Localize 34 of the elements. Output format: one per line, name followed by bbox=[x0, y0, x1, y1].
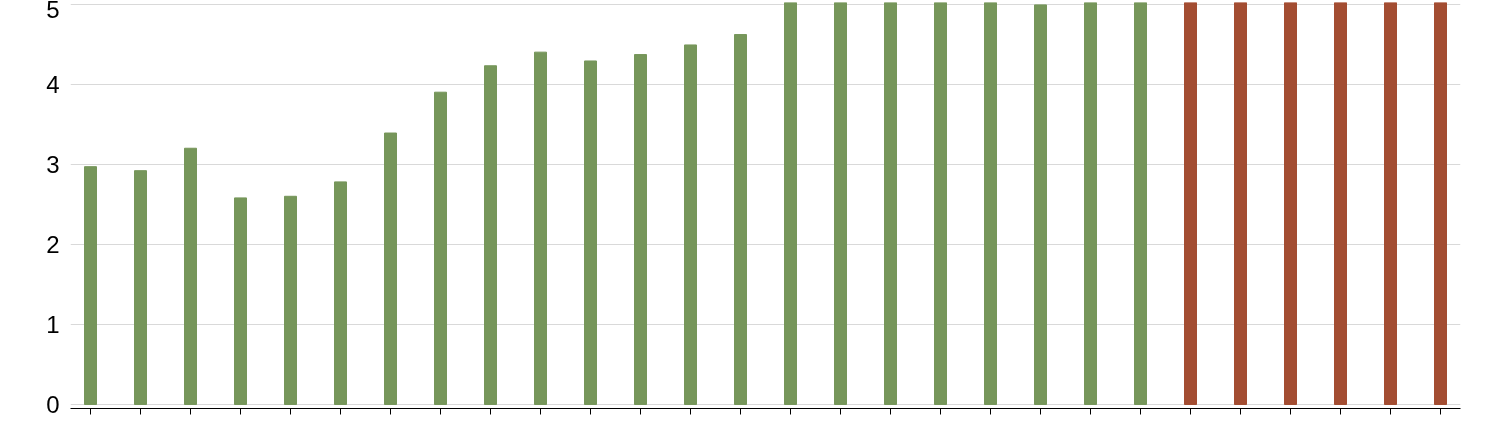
bar bbox=[1284, 2, 1297, 405]
y-tick-label: 5 bbox=[46, 0, 60, 23]
bar bbox=[934, 2, 947, 405]
bar bbox=[584, 60, 597, 405]
y-tick-label: 0 bbox=[46, 391, 60, 418]
bar bbox=[434, 91, 447, 405]
y-tick-label: 3 bbox=[46, 150, 60, 178]
bar bbox=[484, 65, 497, 405]
bar bbox=[734, 34, 747, 405]
bar bbox=[1034, 4, 1047, 405]
bar bbox=[384, 132, 397, 405]
bar bbox=[1184, 2, 1197, 405]
bar bbox=[1334, 2, 1347, 405]
y-tick-label: 2 bbox=[46, 230, 60, 258]
bar bbox=[684, 44, 697, 405]
y-tick-label: 1 bbox=[46, 310, 60, 338]
bar bbox=[134, 170, 147, 405]
bar bbox=[334, 181, 347, 405]
bar bbox=[1234, 2, 1247, 405]
bar bbox=[784, 2, 797, 405]
bar bbox=[884, 2, 897, 405]
bar bbox=[184, 147, 197, 405]
bar bbox=[1084, 2, 1097, 405]
bar bbox=[1434, 2, 1447, 405]
bar bbox=[984, 2, 997, 405]
y-tick-label: 4 bbox=[46, 70, 60, 98]
bar bbox=[834, 2, 847, 405]
bar bbox=[534, 51, 547, 405]
bar bbox=[1134, 2, 1147, 405]
bar bbox=[284, 195, 297, 405]
bar bbox=[234, 197, 247, 405]
bar bbox=[1384, 2, 1397, 405]
bar bbox=[634, 54, 647, 405]
bar bbox=[84, 166, 97, 405]
